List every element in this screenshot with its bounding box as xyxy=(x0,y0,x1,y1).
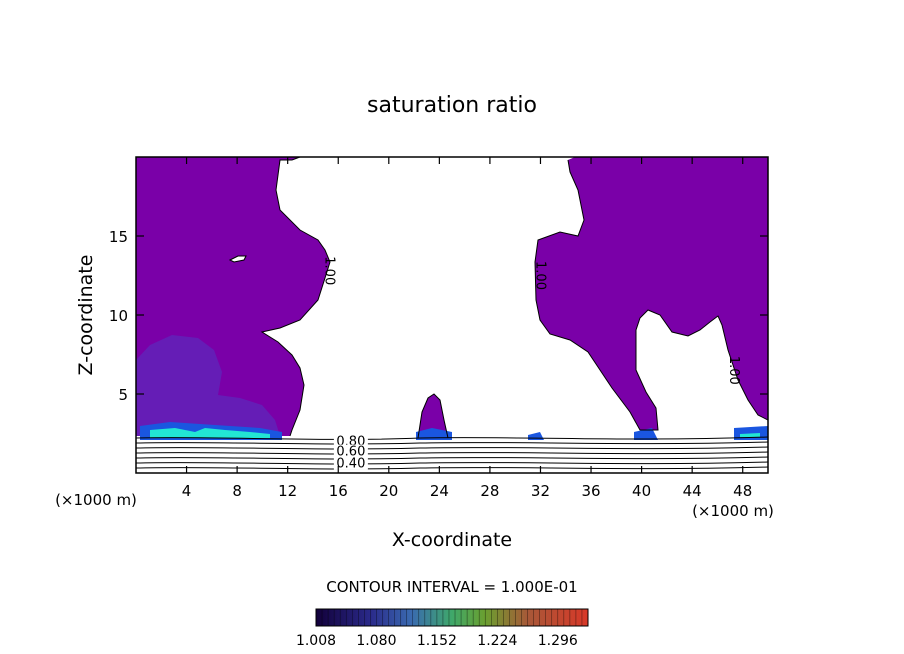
x-tick-label: 32 xyxy=(531,482,550,500)
x-tick-label: 36 xyxy=(581,482,600,500)
contour-label-bg xyxy=(333,444,368,458)
small-patch xyxy=(228,255,247,263)
colorbar-tick-label: 1.008 xyxy=(296,633,336,649)
x-tick-label: 28 xyxy=(480,482,499,500)
contour-label-bg xyxy=(333,434,368,448)
colorbar-tick-label: 1.224 xyxy=(477,633,517,649)
contour-interval-text: CONTOUR INTERVAL = 1.000E-01 xyxy=(326,578,577,596)
colorbar-tick-label: 1.152 xyxy=(417,633,457,649)
contour-lines xyxy=(136,436,768,470)
contour-label-bg xyxy=(333,456,368,470)
colorbar-tick-label: 1.080 xyxy=(356,633,396,649)
x-tick-label: 4 xyxy=(182,482,192,500)
x-tick-label: 20 xyxy=(379,482,398,500)
blue-patch-32 xyxy=(528,432,544,440)
colorbar-labels: 1.008 1.080 1.152 1.224 1.296 xyxy=(296,633,578,649)
contour-label: 0.40 xyxy=(336,456,365,471)
contour-label: 1.00 xyxy=(533,261,548,290)
saturated-region-right xyxy=(535,157,768,430)
plot-area xyxy=(136,157,768,470)
x-tick-label: 8 xyxy=(232,482,242,500)
contour-label: 1.00 xyxy=(322,256,337,285)
colorbar-divisions xyxy=(321,609,583,626)
colorbar-tick-label: 1.296 xyxy=(538,633,578,649)
x-unit-left: (×1000 m) xyxy=(55,491,137,509)
contour-label: 0.60 xyxy=(336,445,365,460)
x-tick-label: 44 xyxy=(683,482,702,500)
y-axis-label: Z-coordinate xyxy=(75,255,97,376)
x-tick-label: 48 xyxy=(733,482,752,500)
x-tick-label: 12 xyxy=(278,482,297,500)
x-tick-label: 16 xyxy=(329,482,348,500)
contour-1-00 xyxy=(260,157,768,439)
x-axis: 4 8 12 16 20 24 28 32 36 40 44 48 xyxy=(182,157,752,500)
y-axis: 5 10 15 xyxy=(109,228,768,404)
cyan-patch-48 xyxy=(740,433,760,437)
y-tick-label: 10 xyxy=(109,307,128,325)
blue-patch-40 xyxy=(634,428,658,440)
contour-labels: 1.00 1.001.000.800.600.40 xyxy=(322,256,741,471)
blue-patch-24 xyxy=(416,428,452,440)
x-tick-label: 24 xyxy=(430,482,449,500)
colorbar xyxy=(315,608,589,627)
x-tick-label: 40 xyxy=(632,482,651,500)
contour-label: 1.00 xyxy=(726,356,741,385)
cyan-band-left xyxy=(150,428,270,438)
x-axis-label: X-coordinate xyxy=(392,529,512,551)
x-unit-right: (×1000 m) xyxy=(692,502,774,520)
dark-region-left xyxy=(136,335,280,436)
y-tick-label: 5 xyxy=(118,386,128,404)
y-tick-label: 15 xyxy=(109,228,128,246)
chart-title: saturation ratio xyxy=(367,93,537,118)
